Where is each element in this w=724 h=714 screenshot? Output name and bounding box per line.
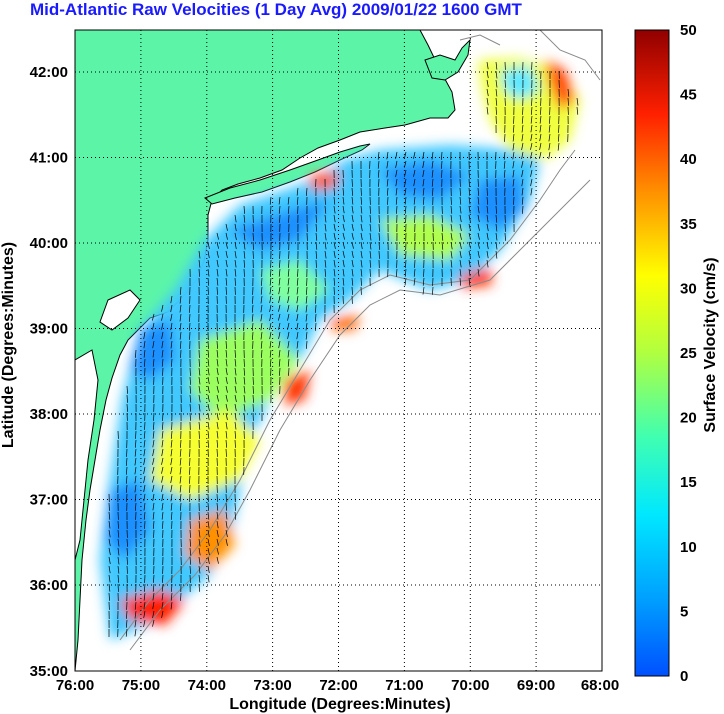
y-tick-label: 38:00 xyxy=(30,406,68,423)
colorbar-tick-label: 0 xyxy=(680,668,688,685)
colorbar-tick-label: 30 xyxy=(680,280,697,297)
plot-frame xyxy=(74,29,603,672)
colorbar xyxy=(634,29,670,677)
x-tick-labels: 76:00 75:00 74:00 73:00 72:00 71:00 70:0… xyxy=(56,677,619,694)
colorbar-label: Surface Velocity (cm/s) xyxy=(702,257,719,432)
y-tick-label: 42:00 xyxy=(30,64,68,81)
x-axis-label: Longitude (Degrees:Minutes) xyxy=(229,696,450,713)
y-tick-label: 41:00 xyxy=(30,150,68,167)
colorbar-tick-label: 40 xyxy=(680,151,697,168)
x-tick-label: 70:00 xyxy=(451,677,489,694)
y-tick-label: 40:00 xyxy=(30,235,68,252)
bathymetry-contours xyxy=(119,30,601,651)
velocity-vectors xyxy=(108,61,579,637)
x-tick-label: 74:00 xyxy=(188,677,226,694)
y-tick-label: 35:00 xyxy=(30,663,68,680)
map-title: Mid-Atlantic Raw Velocities (1 Day Avg) … xyxy=(30,0,522,19)
colorbar-tick-label: 5 xyxy=(680,603,688,620)
x-tick-label: 71:00 xyxy=(385,677,423,694)
x-tick-label: 68:00 xyxy=(581,677,619,694)
delaware-bay xyxy=(99,289,141,331)
y-tick-label: 37:00 xyxy=(30,492,68,509)
colorbar-tick-label: 45 xyxy=(680,87,697,104)
chesapeake-bay xyxy=(75,349,99,561)
y-tick-label: 36:00 xyxy=(30,577,68,594)
colorbar-tick-label: 20 xyxy=(680,410,697,427)
y-tick-label: 39:00 xyxy=(30,321,68,338)
cape-cod xyxy=(424,38,471,81)
land-mass xyxy=(75,30,456,671)
colorbar-tick-label: 15 xyxy=(680,474,697,491)
colorbar-tick-label: 50 xyxy=(680,22,697,39)
colorbar-tick-label: 10 xyxy=(680,539,697,556)
colorbar-tick-label: 35 xyxy=(680,216,697,233)
y-axis-label: Latitude (Degrees:Minutes) xyxy=(0,242,17,448)
grid-lines xyxy=(75,30,602,671)
y-tick-labels: 42:00 41:00 40:00 39:00 38:00 37:00 36:0… xyxy=(30,64,68,680)
x-tick-label: 75:00 xyxy=(122,677,160,694)
colorbar-tick-labels: 50 45 40 35 30 25 20 15 10 5 0 xyxy=(680,22,697,685)
long-island xyxy=(204,143,371,205)
x-tick-label: 76:00 xyxy=(56,677,94,694)
x-tick-label: 69:00 xyxy=(517,677,555,694)
x-tick-label: 72:00 xyxy=(319,677,357,694)
colorbar-tick-label: 25 xyxy=(680,345,697,362)
velocity-field xyxy=(100,58,580,640)
x-tick-label: 73:00 xyxy=(253,677,291,694)
